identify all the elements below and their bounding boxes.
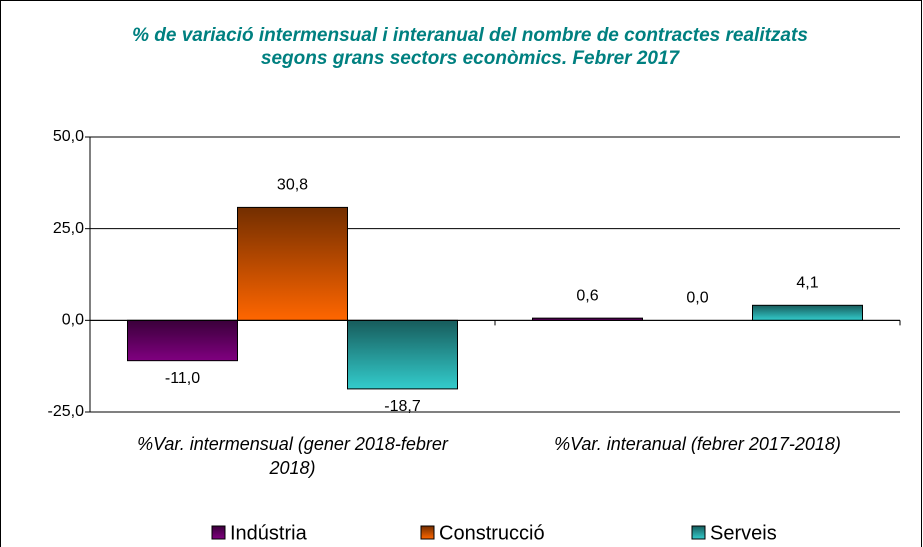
value-label: 0,6 <box>576 287 598 304</box>
bar-shade <box>127 320 238 361</box>
bar-shade <box>347 320 458 389</box>
value-label: -11,0 <box>165 370 200 387</box>
y-tick-label: -25,0 <box>48 403 85 420</box>
legend-swatch-shade <box>212 526 225 539</box>
value-label: -18,7 <box>384 398 421 415</box>
chart-title: % de variació intermensual i interanual … <box>132 25 808 69</box>
legend-label: Indústria <box>230 522 308 544</box>
legend-swatch-shade <box>692 526 705 539</box>
bar-shade <box>237 207 348 321</box>
y-tick-label: 25,0 <box>53 220 84 237</box>
y-tick-label: 0,0 <box>62 312 84 329</box>
legend-swatch-shade <box>421 526 434 539</box>
x-tick-label: %Var. interanual (febrer 2017-2018) <box>554 434 841 454</box>
x-tick-label: %Var. intermensual (gener 2018-febrer 20… <box>137 434 448 478</box>
y-tick-label: 50,0 <box>53 128 84 145</box>
bar-shade <box>532 318 643 321</box>
value-label: 30,8 <box>277 177 308 194</box>
bar-shade <box>752 305 863 321</box>
legend-label: Serveis <box>710 522 777 544</box>
value-label: 0,0 <box>686 290 708 307</box>
legend-label: Construcció <box>439 522 545 544</box>
value-label: 4,1 <box>796 275 818 292</box>
